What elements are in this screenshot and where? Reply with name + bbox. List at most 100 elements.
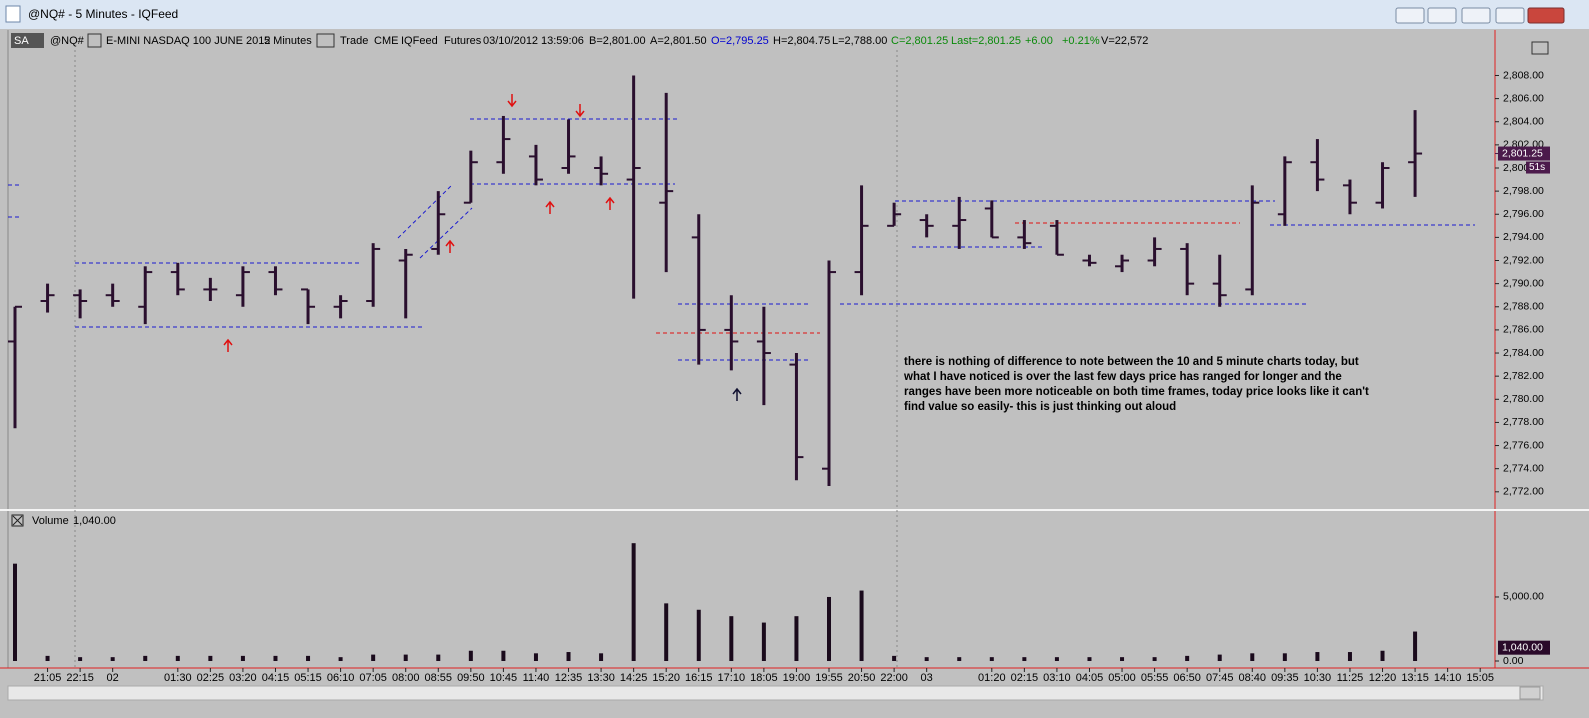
y-tick-label: 2,792.00 — [1503, 254, 1544, 266]
arrows — [223, 94, 742, 401]
toolbar-item: SA — [14, 35, 29, 47]
x-tick-label: 08:55 — [425, 672, 453, 684]
toolbar-item: E-MINI NASDAQ 100 JUNE 2012 — [106, 35, 270, 47]
annotation-line: ranges have been more noticeable on both… — [904, 386, 1369, 398]
arrow-down — [575, 104, 585, 118]
volume-bar — [859, 590, 864, 661]
x-tick-label: 09:35 — [1271, 672, 1299, 684]
toolbar-item: H=2,804.75 — [773, 35, 830, 47]
app-icon — [5, 5, 21, 23]
toolbar-item: 5 Minutes — [264, 35, 312, 47]
x-tick-label: 03:10 — [1043, 672, 1071, 684]
window-title: @NQ# - 5 Minutes - IQFeed — [28, 7, 178, 21]
y-tick-label: 2,788.00 — [1503, 301, 1544, 313]
y-tick-label: 2,776.00 — [1503, 439, 1544, 451]
x-tick-label: 04:05 — [1076, 672, 1104, 684]
window-buttons — [1395, 7, 1565, 24]
arrow-up — [732, 387, 742, 401]
x-tick-label: 13:30 — [587, 672, 615, 684]
btn-close[interactable] — [1527, 7, 1565, 24]
y-tick-label: 2,772.00 — [1503, 486, 1544, 498]
x-tick-label: 19:55 — [815, 672, 843, 684]
volume-bar — [45, 655, 50, 661]
scrollbar[interactable] — [7, 685, 1544, 701]
x-tick-label: 08:40 — [1239, 672, 1267, 684]
volume-bar — [1054, 657, 1059, 661]
volume-title: Volume — [32, 515, 69, 527]
arrow-up — [445, 239, 455, 253]
y-tick-label: 0.00 — [1503, 655, 1524, 667]
y-tick-label: 5,000.00 — [1503, 591, 1544, 603]
toolbar-item: C=2,801.25 — [891, 35, 948, 47]
volume-bar — [761, 622, 766, 661]
toolbar-item: @NQ# — [50, 35, 85, 47]
volume-last-box — [1498, 640, 1550, 655]
toolbar-item: B=2,801.00 — [589, 35, 646, 47]
y-tick-label: 2,796.00 — [1503, 208, 1544, 220]
toolbar: SA @NQ# E-MINI NASDAQ 100 JUNE 2012 5 Mi… — [11, 33, 1148, 48]
volume-bar — [989, 657, 994, 661]
volume-bar — [1380, 650, 1385, 661]
volume-bar — [892, 655, 897, 661]
x-tick-label: 12:35 — [555, 672, 583, 684]
x-tick-label: 12:20 — [1369, 672, 1397, 684]
volume-bar — [566, 652, 571, 661]
volume-bar — [696, 609, 701, 661]
countdown-box — [1526, 161, 1550, 174]
volume-bar — [501, 650, 506, 661]
volume-bar — [403, 654, 408, 661]
scroll-thumb[interactable] — [1519, 686, 1541, 700]
btn-maximize[interactable] — [1495, 7, 1525, 24]
y-tick-label: 2,780.00 — [1503, 393, 1544, 405]
x-tick-label: 03:20 — [229, 672, 257, 684]
volume-bar — [1120, 657, 1125, 661]
volume-bar — [143, 655, 148, 661]
toolbar-item: +6.00 — [1025, 35, 1053, 47]
volume-bar — [827, 596, 831, 661]
volume-bar — [1347, 652, 1352, 661]
volume-bar — [1315, 652, 1320, 661]
btn-link[interactable] — [1395, 7, 1425, 24]
y-tick-label: 2,798.00 — [1503, 185, 1544, 197]
volume-bar — [957, 657, 962, 661]
y-tick-label: 2,784.00 — [1503, 347, 1544, 359]
x-tick-label: 07:05 — [359, 672, 387, 684]
x-tick-label: 05:55 — [1141, 672, 1169, 684]
btn-tile[interactable] — [1427, 7, 1457, 24]
x-tick-label: 09:50 — [457, 672, 485, 684]
x-tick-label: 13:15 — [1401, 672, 1429, 684]
x-tick-label: 19:00 — [783, 672, 811, 684]
volume-bar — [468, 650, 473, 661]
volume-bar — [1152, 657, 1157, 661]
x-tick-label: 05:00 — [1108, 672, 1136, 684]
sa-box[interactable] — [11, 33, 44, 48]
y-tick-label: 2,808.00 — [1503, 69, 1544, 81]
volume-bar — [1250, 653, 1255, 661]
x-tick-label: 18:05 — [750, 672, 778, 684]
x-tick-label: 01:20 — [978, 672, 1006, 684]
y-tick-label: 2,794.00 — [1503, 231, 1544, 243]
toolbar-item: A=2,801.50 — [650, 35, 707, 47]
btn-minimize[interactable] — [1461, 7, 1491, 24]
volume-bar — [338, 657, 343, 661]
x-tick-label: 08:00 — [392, 672, 420, 684]
toolbar-item: 13:59:06 — [541, 35, 584, 47]
annotation-line: there is nothing of difference to note b… — [904, 356, 1359, 368]
panel-icon[interactable] — [1531, 41, 1549, 55]
volume-bar — [306, 655, 311, 661]
menu-box[interactable] — [87, 33, 102, 48]
toolbar-item: O=2,795.25 — [711, 35, 769, 47]
volume-bar — [208, 655, 213, 661]
last-price-label: 2,801.25 — [1502, 147, 1543, 159]
x-tick-label: 05:15 — [294, 672, 322, 684]
y-tick-label: 2,786.00 — [1503, 324, 1544, 336]
x-tick-label: 07:45 — [1206, 672, 1234, 684]
x-tick-label: 20:50 — [848, 672, 876, 684]
menu-box[interactable] — [316, 33, 335, 48]
toolbar-item: CME — [374, 35, 398, 47]
x-tick-label: 22:00 — [880, 672, 908, 684]
x-tick-label: 06:50 — [1173, 672, 1201, 684]
volume-close-box[interactable] — [11, 514, 24, 527]
